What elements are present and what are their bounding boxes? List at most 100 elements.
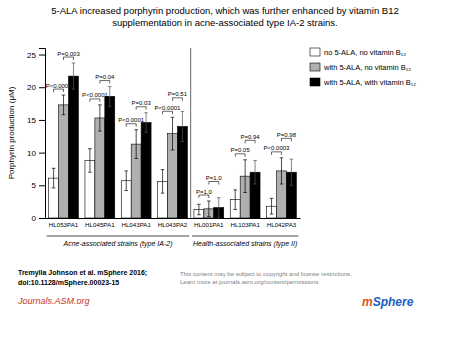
group-label: Acne-associated strains (type IA-2) [63, 240, 173, 248]
footer: Tremylla Johnson et al. mSphere 2016;doi… [17, 269, 414, 309]
title-line: 5-ALA increased porphyrin production, wh… [51, 5, 398, 16]
group-underline [47, 236, 190, 237]
x-tick-label: HL001PA1 [194, 221, 224, 228]
error-bar [217, 198, 221, 218]
group-label: Health-associated strains (type II) [193, 240, 297, 248]
error-bar [197, 204, 201, 214]
title-line: supplementation in acne-associated type … [112, 17, 338, 28]
p-value-label: P<0.0001 [82, 92, 109, 98]
legend-item: with 5-ALA, no vitamin B₁₂ [310, 63, 411, 72]
y-tick-mark [39, 185, 45, 186]
y-tick-label: 15 [27, 116, 36, 125]
x-tick-label: HL103PA1 [230, 221, 260, 228]
legend-swatch [310, 48, 320, 56]
x-tick: HL045PA1 [85, 218, 115, 228]
p-value-bracket [245, 140, 255, 143]
error-bar [52, 168, 56, 188]
x-tick: HL042PA3 [267, 218, 297, 228]
p-value-label: P=1.0 [196, 189, 213, 195]
y-tick: 20 [27, 83, 45, 92]
series [68, 63, 296, 218]
footer-notice-line: Learn more at journals.asm.org/content/p… [180, 279, 318, 285]
group-underline [192, 236, 298, 237]
y-tick: 0 [32, 214, 45, 223]
y-tick-mark [39, 55, 45, 56]
error-bar [253, 160, 257, 184]
footer-citation: Tremylla Johnson et al. mSphere 2016; [18, 269, 147, 277]
x-tick: HL043PA1 [121, 218, 151, 228]
y-tick-label: 5 [32, 181, 37, 190]
x-tick-label: HL043PA1 [121, 221, 151, 228]
p-value-bracket [199, 195, 209, 198]
y-axis: 0510152025 [27, 49, 45, 224]
p-value-bracket [136, 107, 146, 110]
y-tick-mark [39, 153, 45, 154]
group-separator [190, 48, 191, 218]
x-tick-label: HL053PA1 [49, 221, 79, 228]
legend-swatch [310, 63, 320, 71]
title: 5-ALA increased porphyrin production, wh… [51, 5, 398, 28]
x-tick: HL053PA1 [49, 218, 79, 228]
series [49, 149, 277, 218]
p-value-label: P=1.0 [206, 175, 223, 181]
error-bar [72, 63, 76, 89]
p-value-label: P=0.98 [277, 132, 297, 138]
comparisons: P<0.0001 P=0.003 P<0.0001 P=0.04 P<0.0001 P=0… [46, 51, 297, 198]
legend-item: no 5-ALA, no vitamin B₁₂ [310, 48, 406, 57]
x-tick-label: HL045PA1 [85, 221, 115, 228]
legend-swatch [310, 78, 320, 86]
p-value-label: P<0.0001 [46, 83, 73, 89]
x-tick-label: HL043PA2 [158, 221, 188, 228]
bar [105, 96, 115, 218]
error-bar [290, 159, 294, 185]
p-value-bracket [163, 111, 173, 114]
footer-notice-line: This content may be subject to copyright… [180, 271, 352, 277]
error-bar [88, 149, 92, 173]
footer-logo-part: Sphere [373, 295, 414, 309]
y-tick-label: 0 [32, 214, 37, 223]
y-tick-mark [39, 87, 45, 88]
p-value-label: P<0.0001 [118, 117, 145, 123]
legend-item: with 5-ALA, with vitamin B₁₂ [310, 78, 416, 87]
x-tick-label: HL042PA3 [267, 221, 297, 228]
error-bar [62, 95, 66, 115]
error-bar [181, 111, 185, 141]
p-value-bracket [126, 124, 136, 127]
p-value-label: P<0.0003 [264, 145, 291, 151]
p-value-label: P=0.04 [95, 74, 115, 80]
error-bar [280, 158, 284, 184]
error-bar [171, 117, 175, 150]
x-tick: HL001PA1 [194, 218, 224, 228]
x-axis-line [46, 218, 301, 219]
legend-label: no 5-ALA, no vitamin B₁₂ [324, 48, 406, 57]
p-value-bracket [54, 89, 64, 92]
footer-journal: Journals.ASM.org [17, 296, 90, 306]
x-tick: HL103PA1 [230, 218, 260, 228]
x-tick: HL043PA2 [158, 218, 188, 228]
p-value-bracket [100, 81, 110, 84]
p-value-label: P=0.51 [168, 91, 188, 97]
footer-logo: mSphere [362, 295, 414, 309]
error-bar [124, 171, 128, 191]
y-tick: 15 [27, 116, 45, 125]
p-value-bracket [173, 98, 183, 101]
y-tick-label: 20 [27, 83, 36, 92]
y-axis-title: Porphyrin production (μM) [7, 86, 16, 179]
error-bar [98, 105, 102, 131]
x-axis: HL053PA1 HL045PA1 HL043PA1 HL043PA2 HL001PA1… [46, 218, 301, 228]
y-axis-line [39, 49, 46, 219]
y-tick-mark [39, 120, 45, 121]
p-value-label: P=0.003 [57, 51, 80, 57]
error-bar [233, 190, 237, 210]
bar [141, 123, 151, 218]
y-tick: 5 [32, 181, 45, 190]
error-bar [134, 130, 138, 159]
series [59, 95, 287, 218]
p-value-bracket [272, 152, 282, 155]
footer-notice: This content may be subject to copyright… [180, 271, 352, 285]
p-value-bracket [64, 57, 74, 60]
plot-area [49, 63, 297, 218]
p-value-label: P=0.94 [241, 134, 261, 140]
p-value-label: P=0.03 [132, 100, 152, 106]
p-value-bracket [281, 138, 291, 141]
